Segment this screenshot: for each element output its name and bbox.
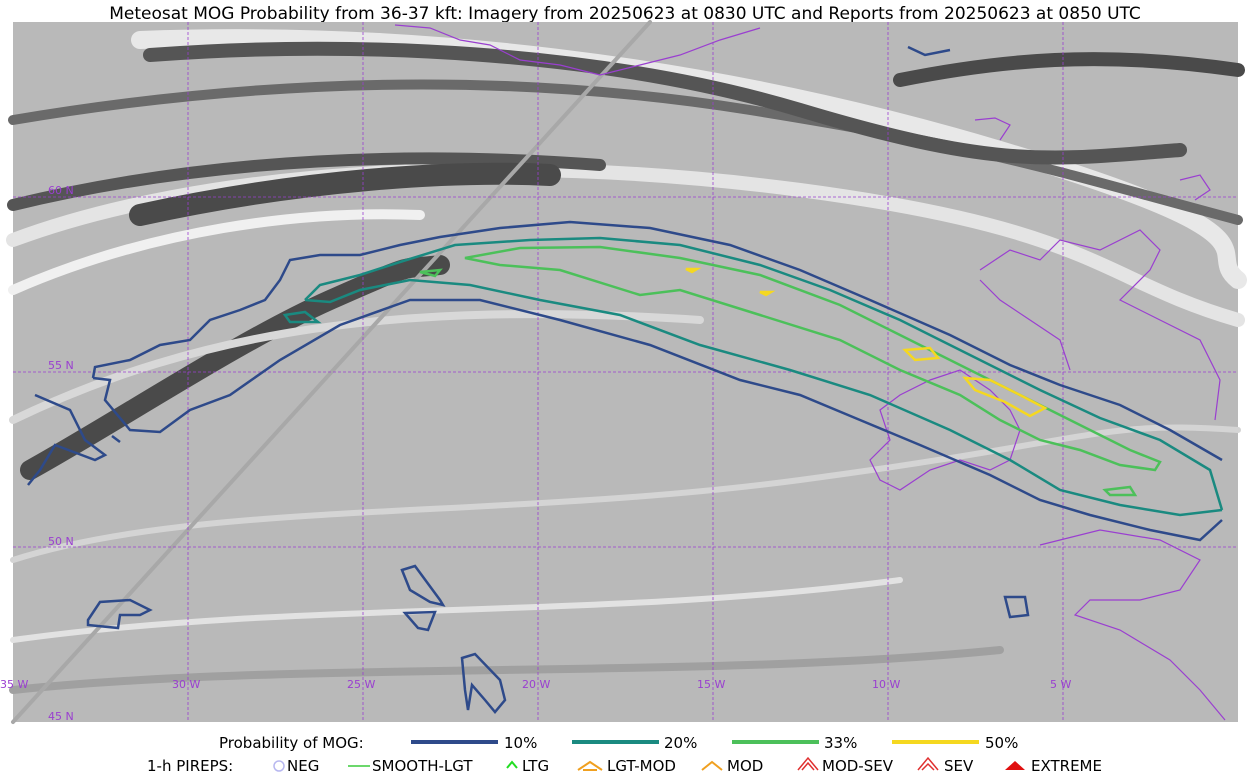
longitude-label: 35 W — [0, 678, 28, 691]
legend-item: 33% — [824, 734, 857, 752]
latitude-label: 60 N — [48, 184, 74, 197]
latitude-label: 55 N — [48, 359, 74, 372]
longitude-label: 25 W — [347, 678, 375, 691]
legend-item: 10% — [504, 734, 537, 752]
legend-item: 50% — [985, 734, 1018, 752]
latitude-label: 45 N — [48, 710, 74, 723]
longitude-label: 30 W — [172, 678, 200, 691]
legend-label: 1-h PIREPS: — [147, 757, 233, 775]
legend: Probability of MOG: 10% 20% 33% 50% 1-h … — [147, 734, 1102, 775]
legend-label: Probability of MOG: — [219, 734, 364, 752]
longitude-label: 10 W — [872, 678, 900, 691]
legend-item: LTG — [522, 757, 549, 775]
legend-item: SEV — [944, 757, 974, 775]
map: 60 N 55 N 50 N 45 N 35 W 30 W 25 W 20 W … — [0, 20, 1247, 724]
longitude-label: 20 W — [522, 678, 550, 691]
legend-item: MOD — [727, 757, 763, 775]
legend-item: SMOOTH-LGT — [372, 757, 473, 775]
title: Meteosat MOG Probability from 36-37 kft:… — [109, 4, 1141, 24]
latitude-label: 50 N — [48, 535, 74, 548]
legend-item: LGT-MOD — [607, 757, 676, 775]
legend-item: MOD-SEV — [822, 757, 894, 775]
longitude-label: 5 W — [1050, 678, 1071, 691]
longitude-label: 15 W — [697, 678, 725, 691]
legend-item: EXTREME — [1031, 757, 1102, 775]
legend-item: 20% — [664, 734, 697, 752]
legend-item: NEG — [287, 757, 319, 775]
